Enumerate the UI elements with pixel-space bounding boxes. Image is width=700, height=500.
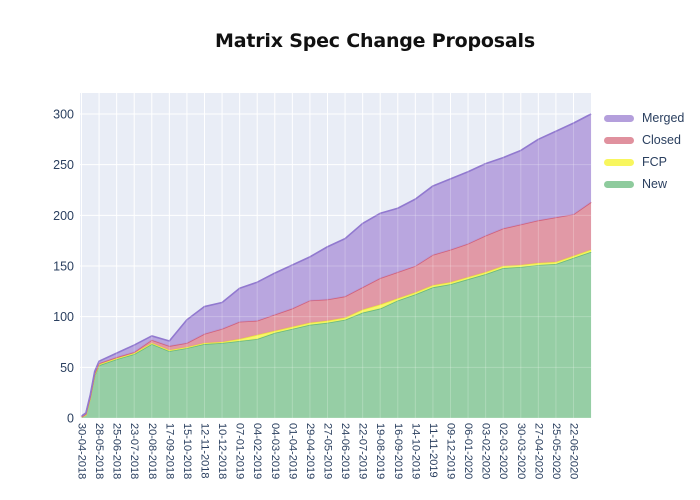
x-tick-label: 22-07-2019: [357, 423, 369, 479]
x-tick-label: 25-05-2020: [550, 423, 562, 479]
x-tick-label: 25-06-2018: [111, 423, 123, 479]
legend-item-new[interactable]: New: [604, 173, 684, 195]
y-tick-label: 250: [53, 158, 74, 172]
x-tick-label: 20-08-2018: [146, 423, 158, 479]
legend-swatch-merged-icon: [604, 114, 634, 122]
x-tick-label: 01-04-2019: [286, 423, 298, 479]
x-tick-label: 23-07-2018: [128, 423, 140, 479]
x-tick-label: 27-04-2020: [532, 423, 544, 479]
legend-label-fcp: FCP: [642, 155, 667, 169]
legend-label-merged: Merged: [642, 111, 685, 125]
y-tick-label: 100: [53, 310, 74, 324]
legend-item-merged[interactable]: Merged: [604, 107, 684, 129]
legend-swatch-new-icon: [604, 180, 634, 188]
legend-label-new: New: [642, 177, 668, 191]
x-tick-label: 29-04-2019: [304, 423, 316, 479]
legend-swatch-closed-icon: [604, 136, 634, 144]
x-tick-label: 19-08-2019: [374, 423, 386, 479]
series-line-merged: [81, 113, 592, 417]
x-tick-label: 14-10-2019: [409, 423, 421, 479]
legend-item-closed[interactable]: Closed: [604, 129, 684, 151]
legend-swatch-fcp-icon: [604, 158, 634, 166]
x-tick-label: 04-02-2019: [251, 423, 263, 479]
x-tick-label: 24-06-2019: [339, 423, 351, 479]
x-tick-label: 15-10-2018: [181, 423, 193, 479]
x-tick-label: 02-03-2020: [497, 423, 509, 479]
x-tick-label: 17-09-2018: [163, 423, 175, 479]
x-tick-label: 03-02-2020: [480, 423, 492, 479]
x-tick-label: 16-09-2019: [392, 423, 404, 479]
x-tick-label: 07-01-2019: [234, 423, 246, 479]
x-tick-label: 10-12-2018: [216, 423, 228, 479]
chart-title: Matrix Spec Change Proposals: [215, 30, 535, 52]
series-area-new: [81, 251, 592, 418]
series-area-merged: [81, 114, 592, 417]
y-tick-label: 50: [60, 361, 74, 375]
x-tick-label: 28-05-2018: [93, 423, 105, 479]
y-tick-label: 300: [53, 108, 74, 122]
legend: Merged Closed FCP New: [604, 107, 684, 195]
gridlines-overlay: [80, 93, 591, 419]
series-area-closed: [81, 202, 592, 417]
x-tick-label: 11-11-2019: [427, 423, 439, 478]
y-tick-label: 150: [53, 260, 74, 274]
x-tick-label: 30-03-2020: [515, 423, 527, 479]
x-tick-label: 27-05-2019: [321, 423, 333, 479]
legend-label-closed: Closed: [642, 133, 681, 147]
x-tick-label: 12-11-2018: [198, 423, 210, 478]
x-tick-label: 04-03-2019: [269, 423, 281, 479]
x-tick-label: 09-12-2019: [444, 423, 456, 479]
legend-item-fcp[interactable]: FCP: [604, 151, 684, 173]
x-tick-label: 30-04-2018: [76, 423, 88, 479]
y-tick-label: 200: [53, 209, 74, 223]
x-tick-label: 22-06-2020: [567, 423, 579, 479]
y-tick-label: 0: [67, 412, 74, 426]
x-tick-label: 06-01-2020: [462, 423, 474, 479]
